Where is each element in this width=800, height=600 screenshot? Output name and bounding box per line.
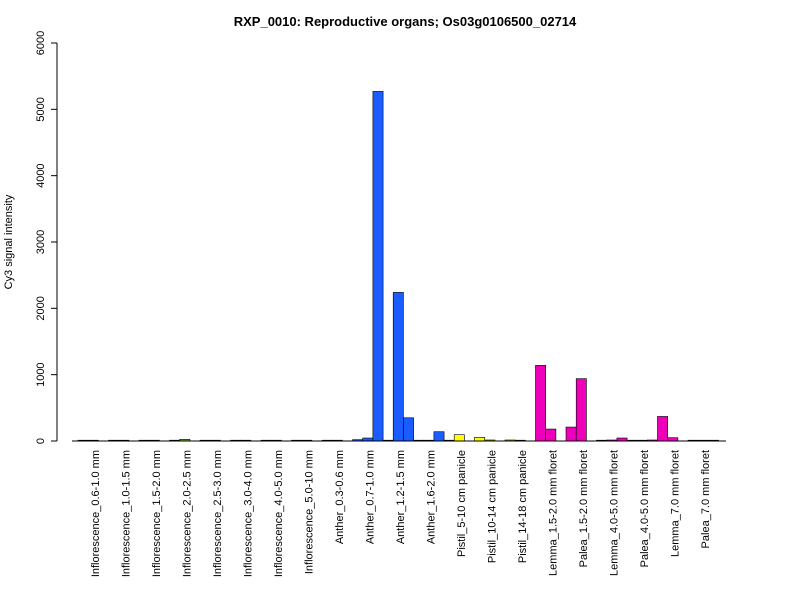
x-tick-label: Pistil_14-18 cm panicle	[517, 450, 529, 563]
y-tick-label: 6000	[35, 31, 47, 55]
x-tick-label: Pistil_5-10 cm panicle	[456, 450, 468, 557]
x-tick-label: Inflorescence_2.5-3.0 mm	[212, 450, 224, 577]
x-labels-group: Inflorescence_0.6-1.0 mm Inflorescence_1.…	[90, 450, 712, 577]
bar	[392, 292, 404, 442]
x-tick-label: Palea_7.0 mm floret	[700, 450, 712, 548]
x-tick-label: Anther_1.2-1.5 mm	[395, 450, 407, 544]
y-axis: 0 1000 2000 3000 4000 5000 6000	[35, 31, 58, 444]
bar	[433, 431, 445, 442]
x-tick-label: Inflorescence_2.0-2.5 mm	[182, 450, 194, 577]
x-tick-label: Lemma_4.0-5.0 mm floret	[609, 450, 621, 576]
x-tick-label: Inflorescence_1.5-2.0 mm	[151, 450, 163, 577]
x-tick-label: Anther_0.3-0.6 mm	[334, 450, 346, 544]
bar	[657, 416, 668, 442]
x-tick-label: Inflorescence_0.6-1.0 mm	[90, 450, 102, 577]
bar	[565, 426, 577, 442]
x-tick-label: Pistil_10-14 cm panicle	[487, 450, 499, 563]
y-axis-label: Cy3 signal intensity	[3, 194, 15, 289]
x-tick-label: Anther_1.6-2.0 mm	[426, 450, 438, 544]
x-tick-label: Inflorescence_4.0-5.0 mm	[273, 450, 285, 577]
bar	[453, 434, 465, 442]
bar	[372, 91, 384, 442]
bar	[535, 365, 546, 442]
x-tick-label: Lemma_7.0 mm floret	[670, 450, 682, 557]
bar	[545, 428, 557, 442]
y-tick-label: 5000	[35, 97, 47, 121]
x-tick-label: Inflorescence_1.0-1.5 mm	[121, 450, 133, 577]
x-tick-label: Inflorescence_3.0-4.0 mm	[243, 450, 255, 577]
bar	[474, 437, 485, 442]
x-tick-label: Anther_0.7-1.0 mm	[365, 450, 377, 544]
y-tick-label: 0	[35, 438, 47, 444]
bar	[575, 378, 587, 442]
bars-group	[77, 91, 719, 442]
x-tick-label: Palea_1.5-2.0 mm floret	[578, 450, 590, 567]
x-tick-label: Inflorescence_5.0-10 mm	[304, 450, 316, 574]
y-tick-label: 3000	[35, 230, 47, 254]
x-tick-label: Lemma_1.5-2.0 mm floret	[548, 450, 560, 576]
chart-title: RXP_0010: Reproductive organs; Os03g0106…	[234, 14, 577, 29]
bar	[403, 417, 414, 442]
y-tick-label: 4000	[35, 163, 47, 187]
x-tick-label: Palea_4.0-5.0 mm floret	[639, 450, 651, 567]
y-tick-label: 1000	[35, 362, 47, 386]
y-tick-label: 2000	[35, 296, 47, 320]
